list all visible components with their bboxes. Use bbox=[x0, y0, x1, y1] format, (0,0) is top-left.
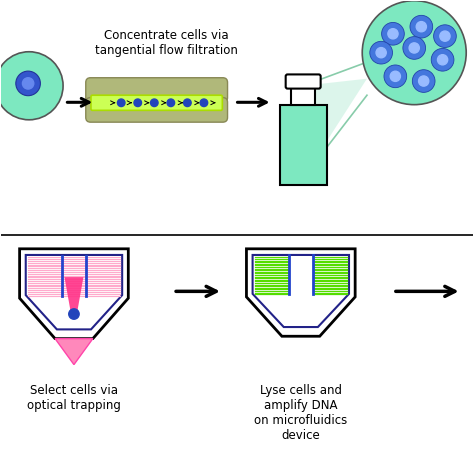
Circle shape bbox=[434, 25, 456, 47]
Circle shape bbox=[388, 28, 398, 39]
Circle shape bbox=[410, 15, 433, 38]
Circle shape bbox=[16, 71, 40, 96]
Polygon shape bbox=[64, 277, 83, 312]
Text: Lyse cells and
amplify DNA
on microfluidics
device: Lyse cells and amplify DNA on microfluid… bbox=[254, 383, 347, 441]
Circle shape bbox=[0, 52, 63, 120]
Text: Concentrate cells via
tangential flow filtration: Concentrate cells via tangential flow fi… bbox=[95, 29, 237, 57]
Circle shape bbox=[200, 99, 208, 107]
Circle shape bbox=[118, 99, 125, 107]
Polygon shape bbox=[246, 249, 355, 336]
Circle shape bbox=[440, 31, 450, 41]
Polygon shape bbox=[55, 338, 93, 365]
Circle shape bbox=[403, 36, 426, 59]
Circle shape bbox=[151, 99, 158, 107]
Circle shape bbox=[409, 43, 419, 53]
Circle shape bbox=[362, 0, 466, 105]
Circle shape bbox=[69, 309, 79, 319]
Circle shape bbox=[370, 41, 392, 64]
Circle shape bbox=[167, 99, 174, 107]
Circle shape bbox=[183, 99, 191, 107]
Bar bbox=[291, 86, 316, 105]
Circle shape bbox=[382, 22, 404, 45]
FancyBboxPatch shape bbox=[86, 98, 228, 122]
Circle shape bbox=[431, 48, 454, 71]
Text: Select cells via
optical trapping: Select cells via optical trapping bbox=[27, 383, 121, 411]
FancyBboxPatch shape bbox=[286, 74, 320, 89]
Bar bbox=[280, 105, 327, 185]
Circle shape bbox=[376, 47, 386, 58]
Polygon shape bbox=[303, 79, 367, 178]
Circle shape bbox=[22, 78, 34, 89]
Circle shape bbox=[438, 55, 447, 65]
Circle shape bbox=[412, 70, 435, 92]
Circle shape bbox=[390, 71, 401, 82]
Polygon shape bbox=[26, 255, 122, 329]
FancyBboxPatch shape bbox=[91, 95, 222, 110]
Polygon shape bbox=[253, 255, 349, 327]
Circle shape bbox=[134, 99, 142, 107]
FancyBboxPatch shape bbox=[86, 78, 228, 102]
Circle shape bbox=[419, 76, 429, 86]
Circle shape bbox=[384, 65, 407, 88]
Circle shape bbox=[416, 22, 427, 32]
Polygon shape bbox=[19, 249, 128, 338]
